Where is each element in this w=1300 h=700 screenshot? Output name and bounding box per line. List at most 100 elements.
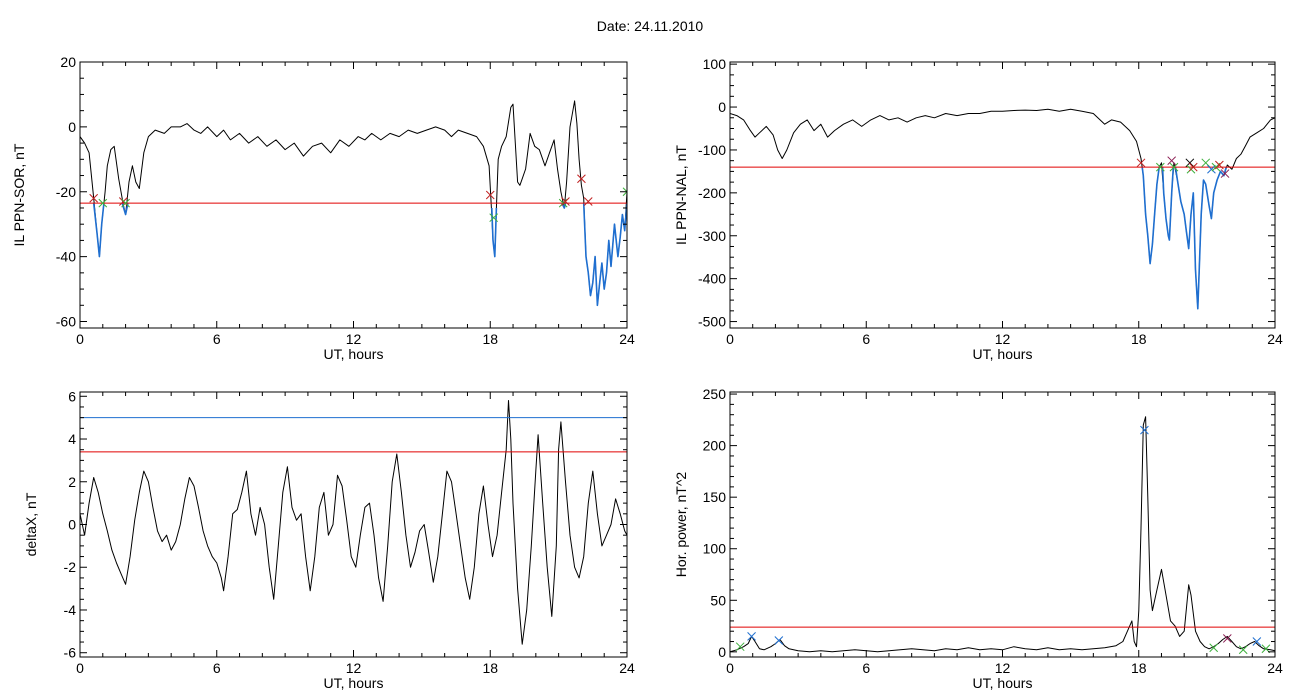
chart-bottom-right-frame — [729, 391, 1276, 658]
chart-bottom-left-xtick-label: 18 — [482, 660, 498, 676]
chart-bottom-left-ytick-label: 0 — [68, 517, 76, 533]
chart-top-left-marker-3-b — [121, 198, 130, 208]
chart-bottom-right-marker-0 — [735, 642, 745, 652]
chart-top-right-marker-2-b — [1167, 156, 1177, 166]
chart-top-right-ytick-label: -200 — [698, 185, 726, 201]
chart-top-left-marker-4-b — [485, 190, 495, 200]
chart-top-right-xtick-label: 12 — [995, 331, 1011, 347]
chart-bottom-right-marker-2 — [774, 636, 784, 645]
chart-top-left-marker-10-b — [622, 191, 627, 197]
chart-top-left-marker-7 — [561, 197, 570, 206]
chart-top-left-xtick-label: 24 — [619, 331, 635, 347]
chart-bottom-right-xtick-label: 6 — [862, 660, 870, 676]
chart-bottom-right-marker-7-b — [1252, 637, 1262, 646]
chart-bottom-left-xtick-label: 0 — [76, 660, 84, 676]
chart-top-right-marker-10 — [1215, 160, 1224, 170]
chart-top-right-xtick-label: 18 — [1131, 331, 1147, 347]
chart-bottom-right-marker-4-b — [1209, 643, 1219, 653]
chart-top-left-xtick-label: 18 — [482, 331, 498, 347]
chart-bottom-right-marker-1 — [747, 632, 756, 641]
chart-top-right-xtick-label: 0 — [726, 331, 734, 347]
chart-bottom-left-ytick-label: 2 — [68, 474, 76, 490]
chart-top-left-marker-8-b — [577, 174, 586, 184]
panel-top-left: 0 6 12 18 24 -60 -40 -20 0 20 UT, hours IL PPN-SOR,… — [11, 54, 635, 362]
chart-bottom-right-ytick-label: 200 — [703, 438, 727, 454]
chart-bottom-right-marker-6-b — [1238, 645, 1248, 655]
chart-bottom-right-marker-5-b — [1222, 634, 1232, 643]
chart-top-right-ylabel: IL PPN-NAL, nT — [673, 145, 689, 245]
chart-top-right-marker-0 — [1136, 158, 1146, 168]
chart-top-right-xtick-label: 24 — [1267, 331, 1283, 347]
chart-bottom-right-ytick-label: 250 — [703, 386, 727, 402]
chart-top-right-ytick-label: 100 — [703, 56, 727, 72]
chart-top-right-data-layer — [730, 108, 1275, 310]
chart-bottom-right-xtick-label: 18 — [1131, 660, 1147, 676]
chart-top-right-ytick-label: -100 — [698, 142, 726, 158]
chart-top-left-ytick-label: -40 — [56, 249, 76, 265]
panel-bottom-right: 0 6 12 18 24 0 50 100 150 200 250 UT, hours Hor. pow… — [673, 386, 1283, 691]
chart-top-right-marker-0-b — [1136, 158, 1146, 168]
chart-bottom-left-xtick-label: 24 — [619, 660, 635, 676]
chart-top-left-ytick-label: 0 — [68, 119, 76, 135]
chart-bottom-left-frame — [79, 391, 628, 658]
chart-top-right-xtick-label: 6 — [862, 331, 870, 347]
chart-bottom-left-series-0 — [80, 400, 627, 645]
chart-top-left-series-3 — [491, 207, 498, 258]
chart-top-right-marker-7 — [1201, 158, 1211, 168]
chart-top-right-marker-3-b — [1169, 162, 1179, 172]
chart-top-left-marker-9-b — [583, 197, 593, 206]
chart-bottom-right-marker-6 — [1238, 645, 1248, 655]
chart-top-right-marker-6 — [1188, 162, 1198, 172]
chart-top-left-series-0 — [80, 100, 627, 306]
chart-top-left-marker-5-b — [489, 213, 499, 223]
chart-top-left-marker-0 — [89, 193, 99, 203]
chart-top-right-series-3 — [1174, 166, 1227, 310]
chart-top-left-marker-4 — [485, 190, 495, 200]
chart-bottom-right-marker-3-b — [1140, 425, 1149, 435]
chart-top-left-marker-0-b — [89, 193, 99, 203]
chart-top-right-marker-11-b — [1220, 169, 1230, 178]
chart-top-right-marker-1-b — [1155, 162, 1165, 172]
chart-top-left-marker-1 — [98, 198, 108, 208]
chart-top-left-ytick-label: 20 — [60, 54, 76, 70]
chart-top-left-ylabel: IL PPN-SOR, nT — [11, 143, 27, 246]
chart-bottom-right-marker-4 — [1209, 643, 1219, 653]
chart-bottom-right-marker-1-b — [747, 632, 756, 641]
chart-top-right-marker-11 — [1220, 169, 1230, 178]
chart-top-right-ytick-label: 0 — [718, 99, 726, 115]
chart-bottom-right-ytick-label: 50 — [710, 592, 726, 608]
chart-top-left-ytick-label: -20 — [56, 184, 76, 200]
chart-bottom-right-ylabel: Hor. power, nT^2 — [673, 472, 689, 578]
figure-title: Date: 24.11.2010 — [596, 18, 704, 34]
chart-bottom-right-series-0 — [730, 416, 1275, 653]
chart-bottom-left-ylabel: deltaX, nT — [23, 492, 39, 556]
chart-top-right-series-2 — [1161, 167, 1175, 241]
chart-bottom-left-ytick-label: 6 — [68, 388, 76, 404]
chart-top-left-marker-7-b — [561, 197, 570, 206]
chart-bottom-right-ytick-label: 150 — [703, 489, 727, 505]
chart-top-right-marker-10-b — [1215, 160, 1224, 170]
panel-top-right: 0 6 12 18 24 -500 -400 -300 -200 -100 0 100 UT, hour… — [673, 56, 1283, 362]
chart-bottom-left-ytick-label: 4 — [68, 431, 76, 447]
chart-top-right-ytick-label: -500 — [698, 314, 726, 330]
chart-bottom-right-xtick-label: 24 — [1267, 660, 1283, 676]
chart-bottom-left-ytick-label: -4 — [64, 602, 77, 618]
chart-bottom-right-marker-5 — [1222, 634, 1232, 643]
chart-top-right-marker-2 — [1167, 156, 1177, 166]
chart-top-right-marker-6-b — [1188, 162, 1198, 172]
chart-bottom-left-xtick-label: 6 — [213, 660, 221, 676]
chart-top-left-xlabel: UT, hours — [324, 346, 384, 362]
chart-bottom-left-xlabel: UT, hours — [324, 675, 384, 691]
chart-top-left-marker-1-b — [98, 198, 108, 208]
chart-bottom-right-marker-0-b — [735, 642, 745, 652]
chart-top-right-marker-3 — [1169, 162, 1179, 172]
chart-top-left-xtick-label: 12 — [346, 331, 362, 347]
chart-top-left-series-2 — [121, 202, 129, 216]
chart-bottom-right-xlabel: UT, hours — [973, 675, 1033, 691]
chart-top-right-ytick-label: -400 — [698, 271, 726, 287]
chart-bottom-right-marker-8-b — [1261, 644, 1271, 654]
chart-top-left-marker-8 — [577, 174, 586, 184]
chart-top-left-marker-5 — [489, 213, 499, 223]
